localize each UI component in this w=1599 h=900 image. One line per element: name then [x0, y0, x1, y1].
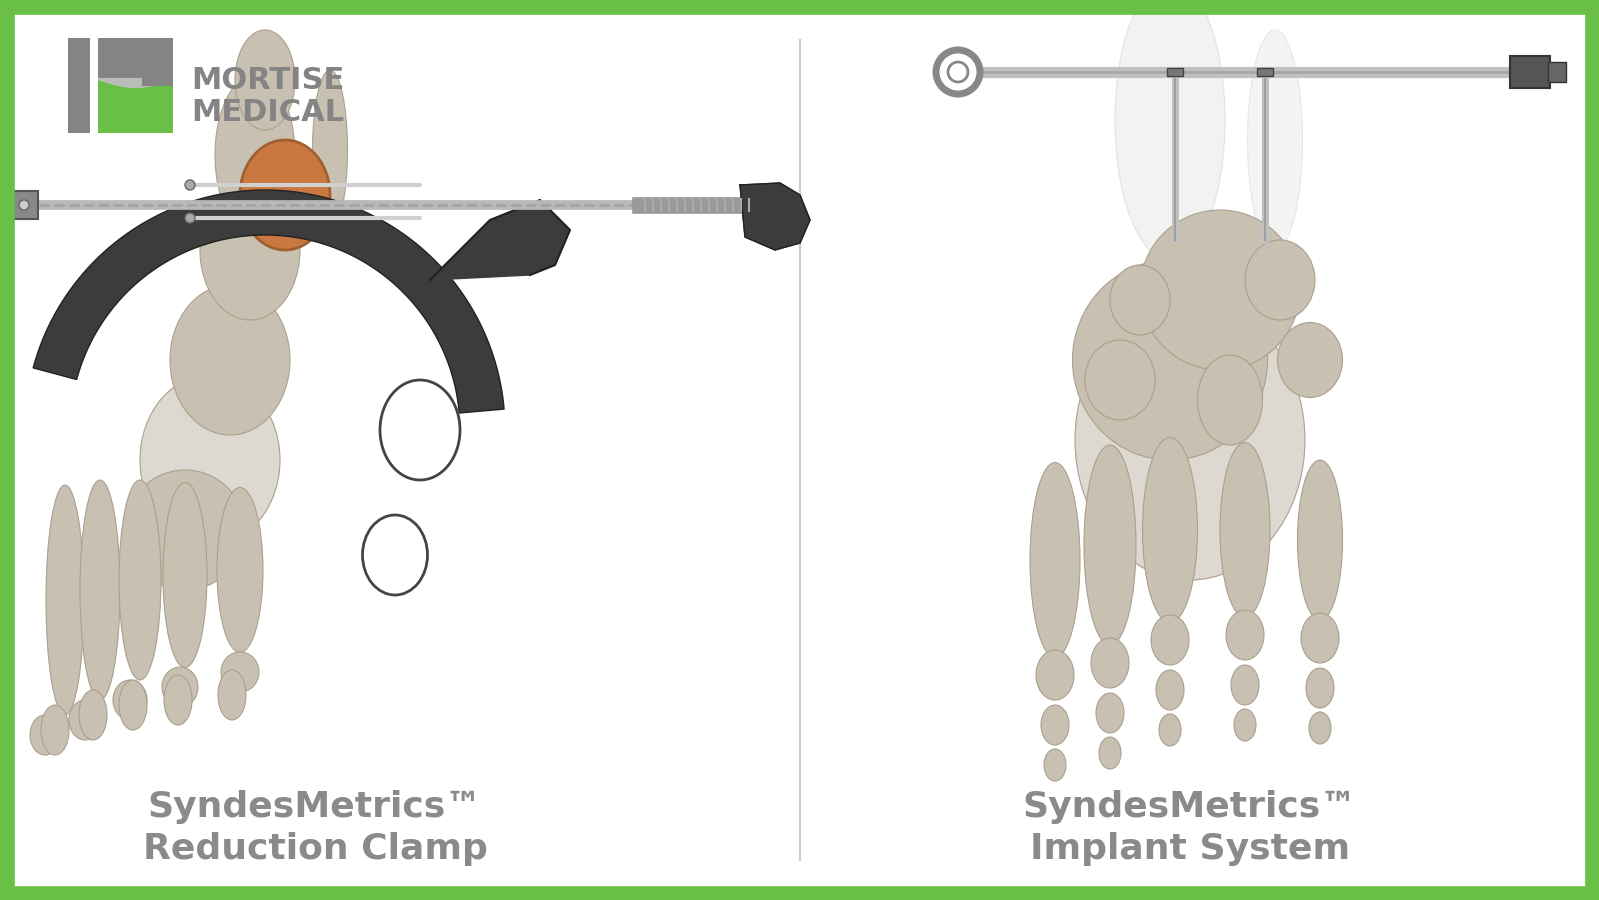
Ellipse shape [1110, 265, 1170, 335]
Ellipse shape [1041, 705, 1070, 745]
Ellipse shape [118, 480, 161, 680]
Ellipse shape [1140, 210, 1300, 370]
Ellipse shape [46, 485, 85, 715]
Ellipse shape [125, 470, 245, 590]
Ellipse shape [1091, 638, 1129, 688]
Text: SyndesMetrics™: SyndesMetrics™ [147, 790, 483, 824]
Ellipse shape [169, 285, 289, 435]
Ellipse shape [114, 680, 147, 720]
Ellipse shape [363, 515, 427, 595]
Ellipse shape [217, 488, 262, 652]
Ellipse shape [1036, 650, 1075, 700]
Circle shape [19, 200, 29, 210]
Ellipse shape [214, 75, 294, 235]
Ellipse shape [1151, 615, 1190, 665]
Ellipse shape [1234, 709, 1255, 741]
Ellipse shape [1310, 712, 1330, 744]
Polygon shape [34, 190, 504, 413]
Ellipse shape [1247, 30, 1303, 250]
Ellipse shape [42, 705, 69, 755]
Ellipse shape [1220, 443, 1270, 617]
Bar [69, 38, 90, 133]
Text: MEDICAL: MEDICAL [190, 98, 344, 127]
Polygon shape [430, 200, 569, 280]
Ellipse shape [200, 180, 301, 320]
Ellipse shape [1099, 737, 1121, 769]
Bar [10, 191, 38, 219]
Bar [1509, 56, 1549, 88]
Circle shape [935, 50, 980, 94]
Ellipse shape [163, 482, 206, 668]
Circle shape [185, 213, 195, 223]
Ellipse shape [221, 652, 259, 692]
Ellipse shape [1073, 260, 1268, 460]
Ellipse shape [1115, 0, 1225, 260]
Ellipse shape [165, 675, 192, 725]
Ellipse shape [1198, 355, 1263, 445]
Ellipse shape [217, 670, 246, 720]
Ellipse shape [312, 70, 347, 230]
Ellipse shape [1075, 300, 1305, 580]
Ellipse shape [1306, 668, 1334, 708]
Ellipse shape [1278, 322, 1343, 398]
Bar [158, 38, 173, 58]
Bar [98, 38, 173, 133]
Text: MORTISE: MORTISE [190, 66, 344, 95]
Ellipse shape [1086, 340, 1154, 420]
Circle shape [185, 180, 195, 190]
Ellipse shape [1297, 460, 1343, 620]
Ellipse shape [1044, 749, 1067, 781]
Ellipse shape [1246, 240, 1314, 320]
Ellipse shape [240, 140, 329, 250]
Ellipse shape [80, 480, 120, 700]
Circle shape [948, 62, 967, 82]
Ellipse shape [118, 680, 147, 730]
Bar [1167, 68, 1183, 76]
Ellipse shape [1143, 437, 1198, 623]
Ellipse shape [1159, 714, 1182, 746]
Text: Reduction Clamp: Reduction Clamp [142, 832, 488, 866]
Ellipse shape [30, 715, 61, 755]
Ellipse shape [141, 375, 280, 545]
Ellipse shape [78, 690, 107, 740]
Ellipse shape [235, 30, 294, 130]
Ellipse shape [1231, 665, 1258, 705]
Polygon shape [740, 183, 811, 250]
Ellipse shape [1084, 445, 1135, 645]
Ellipse shape [1156, 670, 1183, 710]
Ellipse shape [1302, 613, 1338, 663]
Bar [1257, 68, 1273, 76]
Bar [142, 38, 173, 86]
Ellipse shape [69, 700, 101, 740]
Bar [1548, 62, 1565, 82]
Ellipse shape [1095, 693, 1124, 733]
Text: Implant System: Implant System [1030, 832, 1350, 866]
Bar [98, 78, 173, 133]
Ellipse shape [161, 667, 198, 707]
Text: SyndesMetrics™: SyndesMetrics™ [1023, 790, 1358, 824]
Ellipse shape [381, 380, 461, 480]
Ellipse shape [1226, 610, 1263, 660]
Ellipse shape [1030, 463, 1079, 658]
